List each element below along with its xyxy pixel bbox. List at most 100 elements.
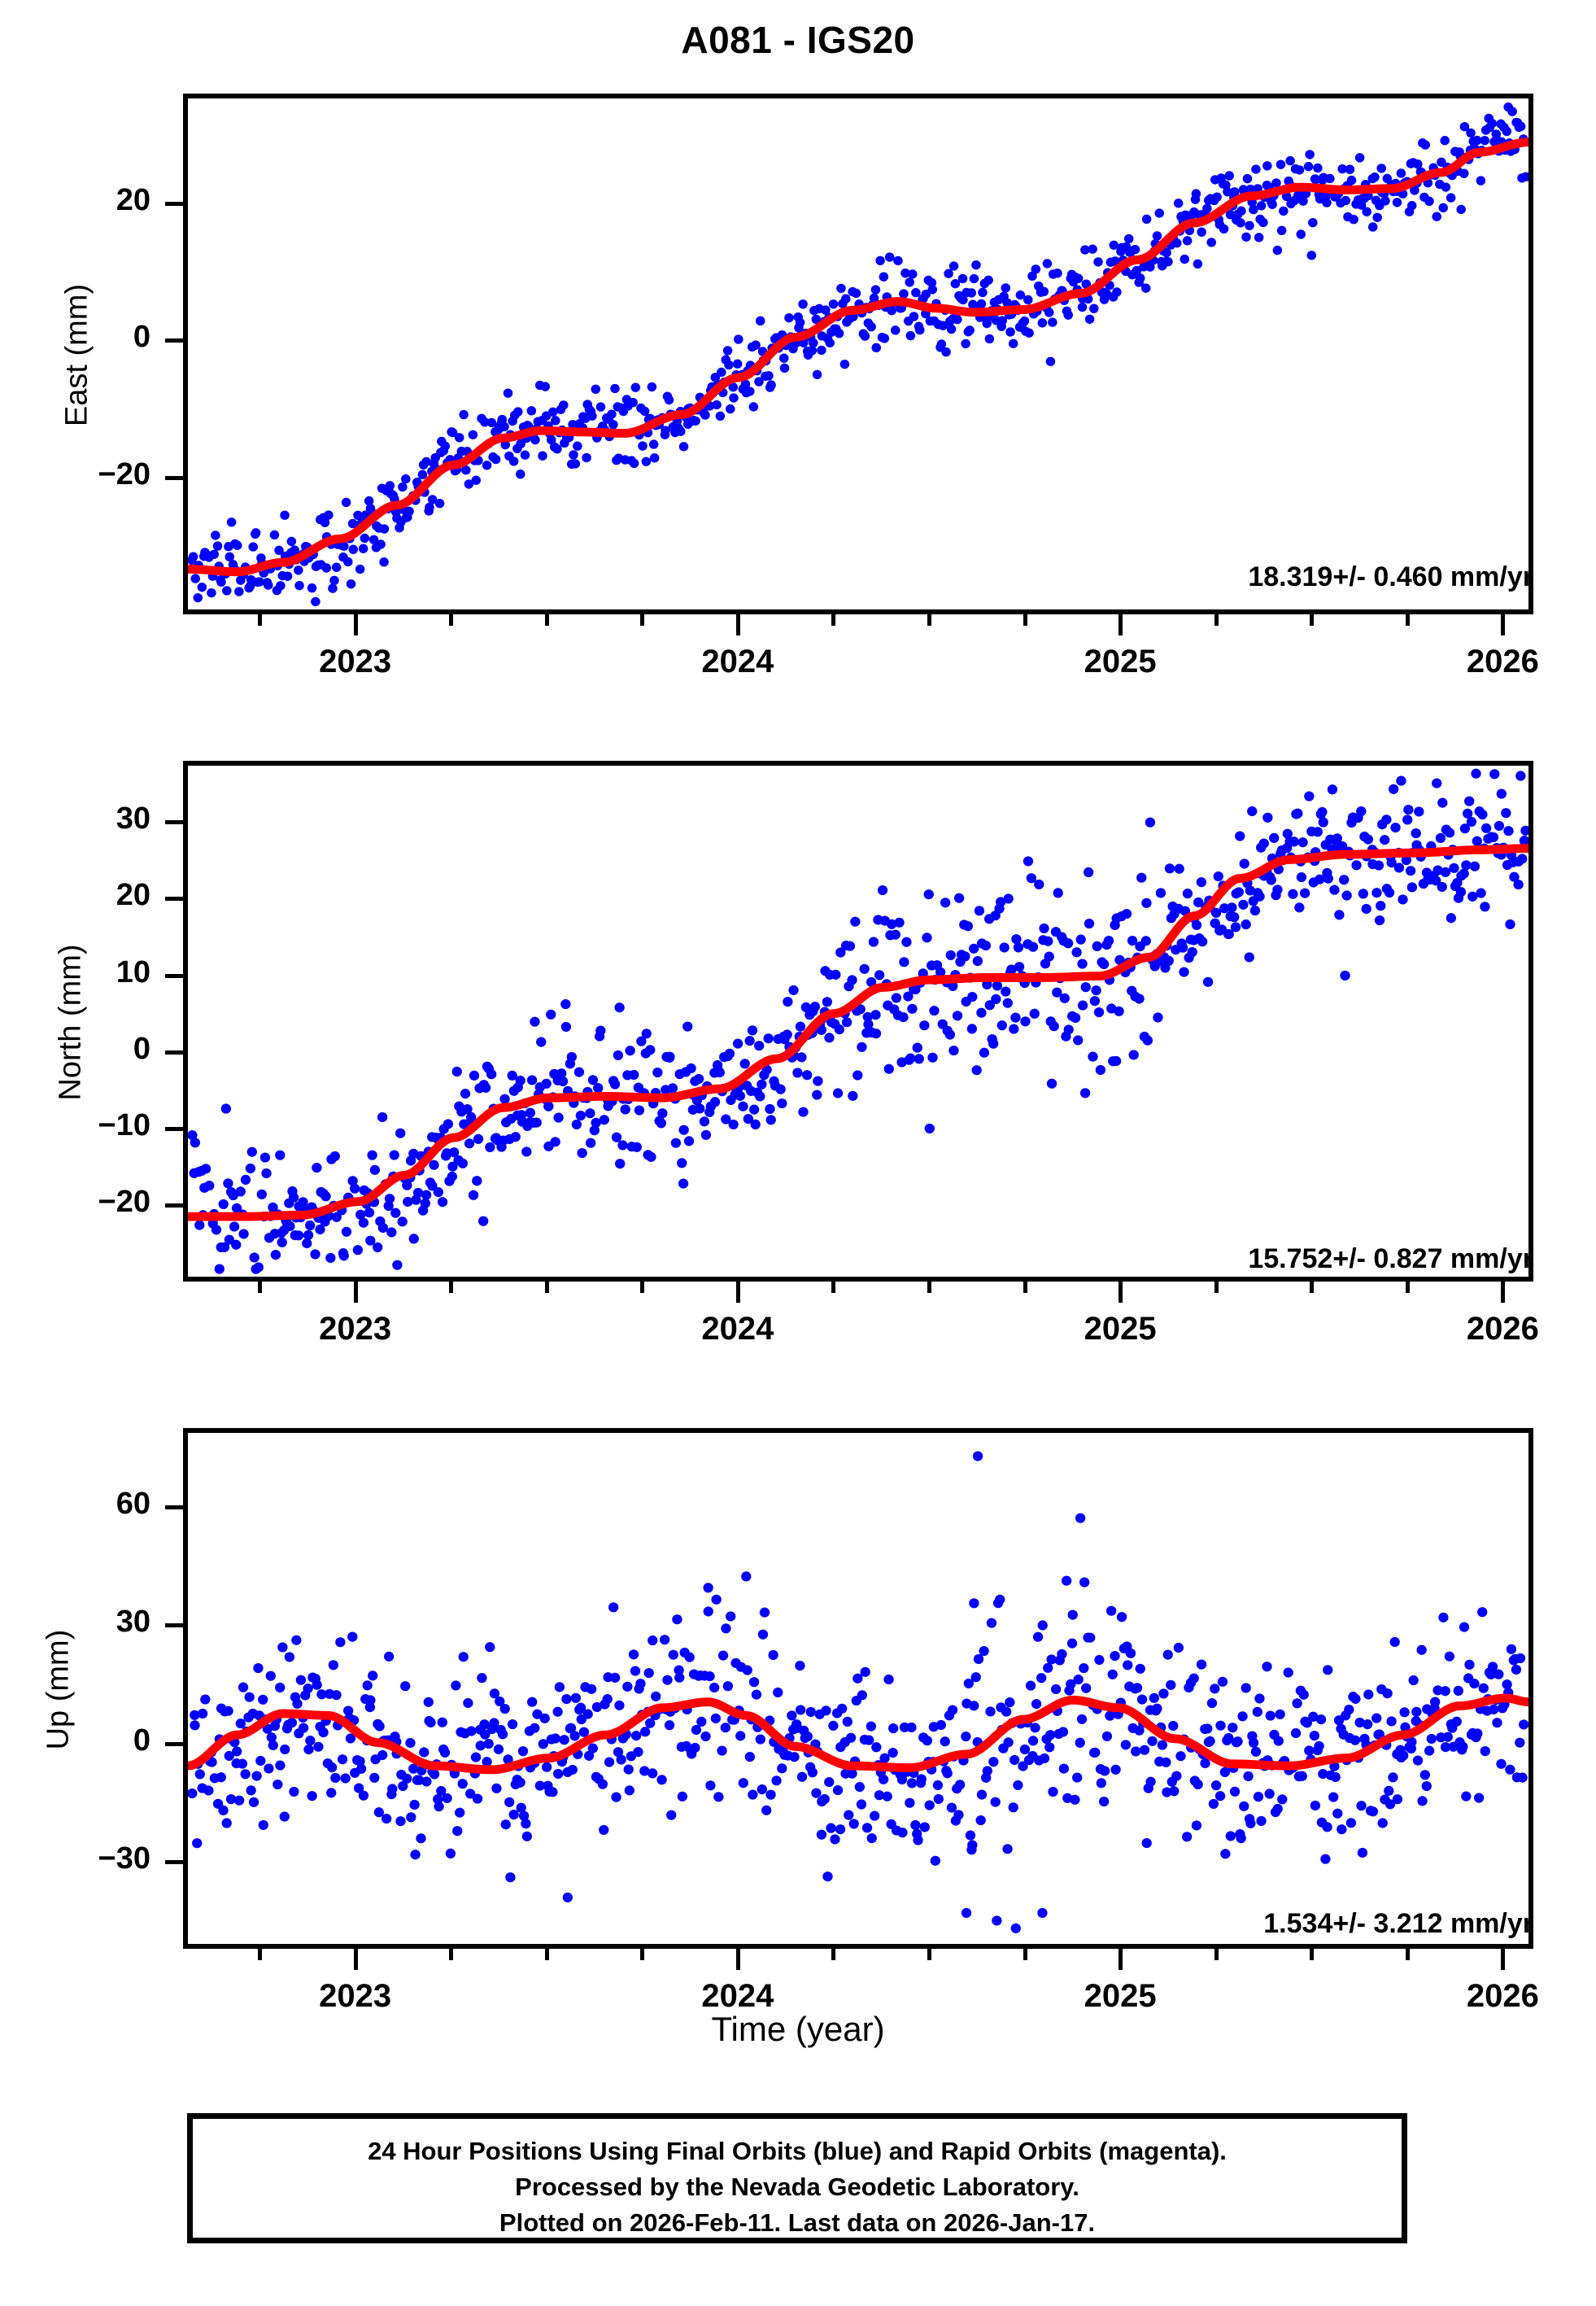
x-tick-label: 2023 bbox=[319, 1978, 392, 2014]
x-tick-mark-major bbox=[353, 614, 358, 635]
x-tick-mark-minor bbox=[258, 1949, 263, 1960]
x-tick-mark-minor bbox=[449, 1949, 454, 1960]
x-tick-label: 2026 bbox=[1466, 644, 1539, 679]
x-tick-label: 2023 bbox=[319, 644, 392, 679]
x-tick-mark-minor bbox=[640, 1282, 645, 1293]
x-tick-label: 2025 bbox=[1084, 1311, 1157, 1347]
x-tick-mark-minor bbox=[258, 614, 263, 626]
x-tick-label: 2023 bbox=[319, 1311, 392, 1347]
x-tick-mark-major bbox=[735, 1282, 740, 1303]
x-tick-mark-minor bbox=[1310, 614, 1315, 626]
y-tick-label: −20 bbox=[98, 456, 150, 491]
x-tick-label: 2024 bbox=[701, 1311, 774, 1347]
y-tick-mark bbox=[165, 1860, 183, 1865]
x-tick-mark-major bbox=[353, 1949, 358, 1970]
x-tick-mark-minor bbox=[640, 1949, 645, 1960]
x-tick-mark-minor bbox=[640, 614, 645, 626]
scatter-points-north bbox=[188, 768, 1528, 1274]
footer-line-3: Plotted on 2026-Feb-11. Last data on 202… bbox=[499, 2208, 1096, 2237]
y-tick-mark bbox=[165, 1741, 183, 1746]
y-tick-mark bbox=[165, 1203, 183, 1208]
rate-annotation-up: 1.534+/- 3.212 mm/yr bbox=[1263, 1908, 1533, 1939]
y-tick-mark bbox=[165, 1126, 183, 1131]
plot-frame-east bbox=[183, 94, 1533, 614]
x-tick-label: 2025 bbox=[1084, 1978, 1157, 2014]
y-tick-label: 0 bbox=[133, 320, 150, 355]
x-tick-mark-major bbox=[1119, 1949, 1123, 1970]
x-tick-mark-minor bbox=[927, 1282, 931, 1293]
footer-line-1: 24 Hour Positions Using Final Orbits (bl… bbox=[368, 2137, 1227, 2165]
scatter-points-up bbox=[188, 1451, 1528, 1933]
x-tick-mark-major bbox=[1501, 614, 1506, 635]
y-tick-mark bbox=[165, 338, 183, 343]
x-tick-mark-minor bbox=[1214, 1949, 1219, 1960]
model-fit-line-up bbox=[188, 1693, 1528, 1775]
plot-area-north bbox=[188, 768, 1528, 1274]
x-tick-label: 2026 bbox=[1466, 1978, 1539, 2014]
x-tick-mark-major bbox=[735, 614, 740, 635]
x-tick-mark-minor bbox=[927, 614, 931, 626]
x-tick-mark-minor bbox=[449, 1282, 454, 1293]
model-fit-line-north bbox=[188, 844, 1528, 1221]
y-tick-label: −20 bbox=[98, 1184, 150, 1219]
panel-north bbox=[183, 761, 1533, 1282]
x-tick-mark-minor bbox=[831, 1949, 836, 1960]
x-tick-mark-minor bbox=[927, 1949, 931, 1960]
x-tick-mark-minor bbox=[1405, 1949, 1410, 1960]
y-tick-label: −10 bbox=[98, 1107, 150, 1142]
y-tick-mark bbox=[165, 1623, 183, 1628]
y-tick-label: 30 bbox=[116, 801, 150, 836]
rate-annotation-east: 18.319+/- 0.460 mm/yr bbox=[1248, 561, 1533, 592]
y-tick-mark bbox=[165, 973, 183, 978]
y-tick-label: 0 bbox=[133, 1031, 150, 1066]
x-tick-mark-minor bbox=[449, 614, 454, 626]
x-tick-mark-minor bbox=[1310, 1949, 1315, 1960]
axis-label-time: Time (year) bbox=[711, 2010, 885, 2048]
y-tick-label: 20 bbox=[116, 878, 150, 913]
x-tick-mark-minor bbox=[1310, 1282, 1315, 1293]
x-tick-mark-major bbox=[1501, 1949, 1506, 1970]
x-tick-label: 2024 bbox=[701, 1978, 774, 2014]
x-tick-label: 2026 bbox=[1466, 1311, 1539, 1347]
plot-area-east bbox=[188, 102, 1528, 607]
y-tick-mark bbox=[165, 201, 183, 206]
rate-annotation-north: 15.752+/- 0.827 mm/yr bbox=[1248, 1243, 1533, 1274]
footer-caption-box: 24 Hour Positions Using Final Orbits (bl… bbox=[187, 2113, 1407, 2243]
x-tick-mark-minor bbox=[544, 614, 549, 626]
x-tick-mark-minor bbox=[831, 1282, 836, 1293]
x-tick-mark-minor bbox=[1023, 1282, 1027, 1293]
x-tick-label: 2024 bbox=[701, 644, 774, 679]
x-tick-mark-minor bbox=[544, 1282, 549, 1293]
plot-frame-north bbox=[183, 761, 1533, 1282]
x-tick-mark-major bbox=[353, 1282, 358, 1303]
x-tick-mark-minor bbox=[831, 614, 836, 626]
x-tick-mark-minor bbox=[258, 1282, 263, 1293]
model-fit-line-east bbox=[188, 138, 1528, 577]
y-tick-label: 0 bbox=[133, 1723, 150, 1758]
y-tick-label: 60 bbox=[116, 1486, 150, 1521]
plot-frame-up bbox=[183, 1428, 1533, 1949]
x-tick-mark-minor bbox=[1214, 1282, 1219, 1293]
y-tick-label: 20 bbox=[116, 182, 150, 217]
axis-label-east: East (mm) bbox=[59, 283, 94, 427]
x-tick-mark-minor bbox=[1405, 1282, 1410, 1293]
y-tick-mark bbox=[165, 820, 183, 825]
x-tick-label: 2025 bbox=[1084, 644, 1157, 679]
y-tick-label: 30 bbox=[116, 1605, 150, 1640]
footer-line-2: Processed by the Nevada Geodetic Laborat… bbox=[515, 2173, 1079, 2201]
plot-area-up bbox=[188, 1451, 1528, 1933]
x-tick-mark-major bbox=[1119, 1282, 1123, 1303]
x-tick-mark-major bbox=[735, 1949, 740, 1970]
panel-east bbox=[183, 94, 1533, 614]
page-title: A081 - IGS20 bbox=[681, 19, 915, 61]
panel-up bbox=[183, 1428, 1533, 1949]
x-tick-mark-major bbox=[1501, 1282, 1506, 1303]
y-tick-label: −30 bbox=[98, 1841, 150, 1876]
x-tick-mark-minor bbox=[1405, 614, 1410, 626]
y-tick-mark bbox=[165, 475, 183, 480]
x-tick-mark-major bbox=[1119, 614, 1123, 635]
x-tick-mark-minor bbox=[1214, 614, 1219, 626]
y-tick-mark bbox=[165, 1505, 183, 1509]
scatter-points-east bbox=[188, 102, 1528, 607]
